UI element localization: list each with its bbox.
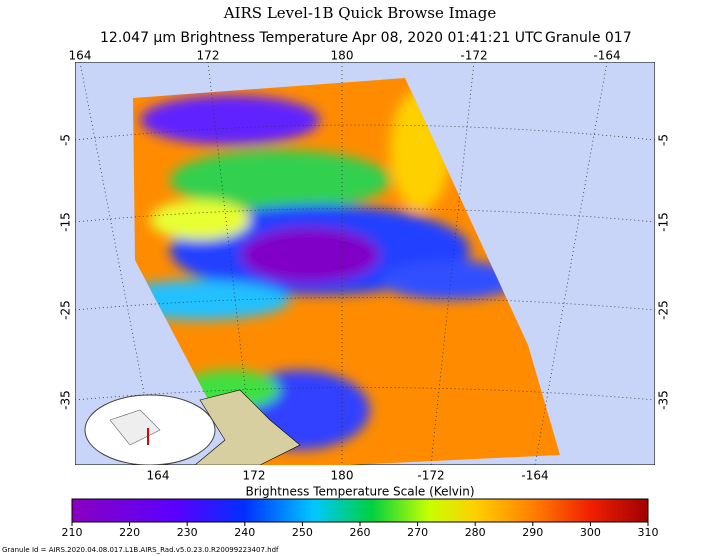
lat-label: -15: [657, 212, 671, 232]
colorbar: [71, 498, 649, 523]
lon-label: -164: [521, 469, 548, 483]
colorbar-tick-label: 230: [177, 526, 198, 539]
subtitle-time: Apr 08, 2020 01:41:21 UTC: [352, 30, 543, 46]
subtitle-quantity: 12.047 μm Brightness Temperature: [100, 30, 348, 46]
colorbar-tick-label: 290: [522, 526, 543, 539]
lon-label: -164: [593, 49, 620, 63]
lat-label: -5: [657, 134, 671, 146]
lat-label: -25: [657, 300, 671, 320]
lat-label: -15: [59, 212, 73, 232]
colorbar-tick-label: 240: [234, 526, 255, 539]
colorbar-tick-label: 210: [62, 526, 83, 539]
colorbar-tick-label: 280: [465, 526, 486, 539]
colorbar-tick-label: 300: [580, 526, 601, 539]
lat-label: -35: [59, 390, 73, 410]
lon-label: 172: [197, 49, 220, 63]
colorbar-tick-label: 310: [638, 526, 659, 539]
lon-label: 164: [69, 49, 92, 63]
new-zealand: [194, 389, 301, 465]
title: AIRS Level-1B Quick Browse Image: [223, 4, 497, 22]
lat-label: -5: [59, 134, 73, 146]
colorbar-tick-label: 220: [119, 526, 140, 539]
colorbar-label: Brightness Temperature Scale (Kelvin): [245, 485, 474, 499]
lon-label: -172: [417, 469, 444, 483]
map: [75, 62, 655, 465]
colorbar-tick-label: 250: [292, 526, 313, 539]
lon-label: 172: [243, 469, 266, 483]
lon-label: 180: [331, 49, 354, 63]
lon-label: 180: [331, 469, 354, 483]
lon-label: -172: [460, 49, 487, 63]
subtitle-granule: Granule 017: [545, 30, 632, 46]
lon-label: 164: [147, 469, 170, 483]
lat-label: -35: [657, 390, 671, 410]
colorbar-tick-label: 270: [407, 526, 428, 539]
lat-label: -25: [59, 300, 73, 320]
granule-id: Granule Id = AIRS.2020.04.08.017.L1B.AIR…: [2, 546, 279, 554]
colorbar-tick-label: 260: [350, 526, 371, 539]
